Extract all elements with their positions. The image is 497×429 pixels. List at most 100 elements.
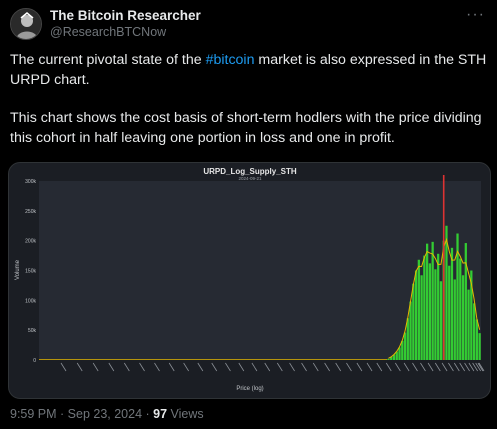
x-tick-mark bbox=[420, 362, 426, 372]
y-axis-label: Volume bbox=[15, 259, 21, 280]
separator: · bbox=[142, 407, 154, 421]
x-tick-mark bbox=[197, 362, 204, 372]
x-tick-mark bbox=[441, 362, 448, 372]
x-tick-mark bbox=[276, 362, 283, 372]
bar bbox=[461, 275, 465, 360]
x-tick-mark bbox=[464, 362, 470, 372]
x-tick-mark bbox=[477, 362, 484, 372]
bar bbox=[470, 270, 473, 360]
chart-image[interactable]: URPD_Log_Supply_STH 2024-09-21 0 50k 100k 150… bbox=[8, 162, 491, 399]
chart-subtitle: 2024-09-21 bbox=[238, 176, 262, 181]
x-tick-mark bbox=[453, 362, 460, 372]
author-handle[interactable]: @ResearchBTCNow bbox=[50, 25, 167, 39]
x-tick-mark bbox=[211, 362, 218, 372]
avatar-image bbox=[11, 9, 41, 39]
x-tick-mark bbox=[60, 362, 67, 372]
bar bbox=[392, 354, 396, 360]
x-tick-mark bbox=[301, 362, 307, 372]
x-tick-mark bbox=[385, 362, 392, 372]
x-tick-mark bbox=[403, 362, 410, 372]
x-tick-mark bbox=[475, 362, 482, 372]
bar bbox=[456, 233, 459, 360]
views-count: 97 bbox=[153, 407, 168, 421]
bar bbox=[417, 259, 420, 360]
x-tick-mark bbox=[76, 362, 83, 372]
chart-title: URPD_Log_Supply_STH bbox=[203, 167, 297, 176]
x-tick-mark bbox=[168, 362, 175, 372]
y-tick-label: 100k bbox=[25, 298, 36, 304]
x-tick-mark bbox=[183, 362, 189, 372]
bar bbox=[453, 279, 456, 360]
y-tick-label: 150k bbox=[25, 269, 36, 275]
x-tick-mark bbox=[264, 362, 271, 372]
x-tick-mark bbox=[289, 362, 295, 372]
bar bbox=[450, 247, 454, 360]
bar bbox=[401, 340, 404, 360]
timestamp[interactable]: 9:59 PM · Sep 23, 2024 bbox=[10, 407, 143, 421]
bar bbox=[387, 358, 390, 360]
x-tick-mark bbox=[459, 362, 466, 372]
tweet-footer: 9:59 PM · Sep 23, 2024 · 97 Views bbox=[10, 407, 204, 421]
y-tick-label: 250k bbox=[25, 209, 36, 215]
x-tick-mark bbox=[434, 362, 441, 372]
bar bbox=[437, 253, 440, 360]
bar bbox=[395, 351, 398, 360]
bar bbox=[434, 269, 437, 360]
x-tick-mark bbox=[472, 362, 478, 372]
bar bbox=[423, 255, 426, 360]
x-tick-mark bbox=[335, 362, 342, 372]
author-avatar[interactable] bbox=[10, 8, 42, 40]
x-tick-mark bbox=[312, 362, 319, 372]
y-tick-label: 200k bbox=[25, 239, 36, 245]
x-tick-mark bbox=[412, 362, 418, 372]
bar bbox=[431, 241, 434, 360]
bar bbox=[426, 243, 429, 360]
plot-area bbox=[39, 181, 481, 360]
bar bbox=[472, 303, 476, 360]
x-tick-mark bbox=[356, 362, 363, 372]
bar bbox=[414, 270, 418, 360]
x-tick-mark bbox=[346, 362, 352, 372]
y-tick-label: 0 bbox=[33, 358, 36, 364]
x-tick-mark bbox=[366, 362, 373, 372]
x-tick-mark bbox=[478, 362, 485, 372]
x-tick-mark bbox=[251, 362, 258, 372]
bar bbox=[420, 275, 423, 360]
bar bbox=[406, 318, 409, 360]
x-tick-mark bbox=[448, 362, 454, 372]
x-tick-mark bbox=[108, 362, 115, 372]
x-tick-mark bbox=[238, 362, 245, 372]
bar bbox=[448, 265, 451, 360]
bar bbox=[403, 332, 407, 360]
x-tick-mark bbox=[92, 362, 99, 372]
tweet-paragraph-2: This chart shows the cost basis of short… bbox=[10, 110, 482, 146]
bar bbox=[409, 301, 412, 360]
hashtag-link[interactable]: #bitcoin bbox=[205, 52, 255, 68]
tweet-text-part: The current pivotal state of the bbox=[10, 52, 206, 68]
bar bbox=[390, 357, 393, 360]
x-tick-mark bbox=[324, 362, 330, 372]
x-tick-mark bbox=[225, 362, 231, 372]
more-options-icon[interactable]: ··· bbox=[466, 6, 485, 23]
bar bbox=[428, 263, 432, 360]
x-tick-mark bbox=[123, 362, 130, 372]
bar bbox=[467, 289, 470, 360]
smoothed-line bbox=[388, 237, 481, 359]
x-tick-mark bbox=[154, 362, 160, 372]
author-name[interactable]: The Bitcoin Researcher bbox=[50, 8, 201, 23]
tweet-text-part: market is also expressed in the STH URPD… bbox=[10, 52, 487, 88]
x-tick-mark bbox=[139, 362, 145, 372]
bar bbox=[445, 225, 448, 360]
tweet-header: The Bitcoin Researcher @ResearchBTCNow ·… bbox=[0, 0, 497, 48]
x-tick-mark bbox=[427, 362, 434, 372]
bar bbox=[464, 243, 467, 360]
bar bbox=[412, 283, 415, 360]
bar bbox=[459, 258, 462, 360]
views-label: Views bbox=[167, 407, 204, 421]
x-tick-mark bbox=[376, 362, 383, 372]
y-tick-label: 50k bbox=[28, 328, 37, 334]
y-tick-label: 300k bbox=[25, 179, 36, 185]
x-axis-label: Price (log) bbox=[236, 386, 263, 392]
x-tick-mark bbox=[468, 362, 475, 372]
